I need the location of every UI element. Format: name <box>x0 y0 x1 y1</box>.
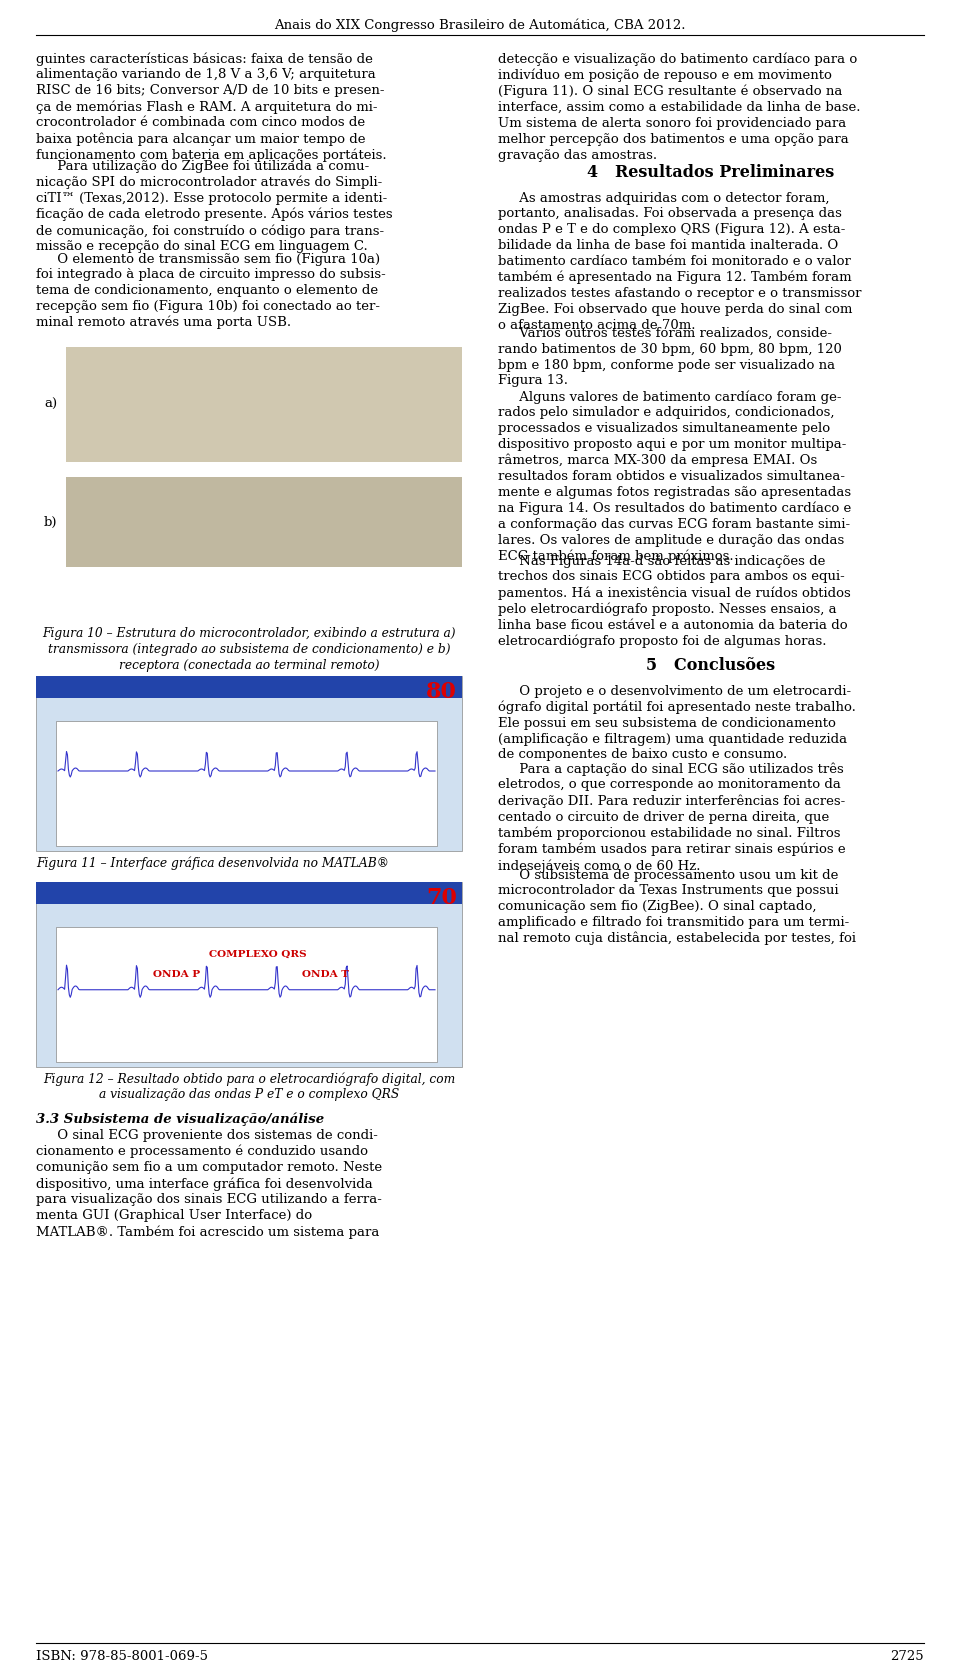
Text: O sinal ECG proveniente dos sistemas de condi-
cionamento e processamento é cond: O sinal ECG proveniente dos sistemas de … <box>36 1129 382 1239</box>
Text: Alguns valores de batimento cardíaco foram ge-
rados pelo simulador e adquiridos: Alguns valores de batimento cardíaco for… <box>498 390 852 564</box>
Text: 2725: 2725 <box>890 1650 924 1663</box>
Bar <box>36 676 462 851</box>
Text: 5   Conclusões: 5 Conclusões <box>646 657 776 674</box>
Text: O subsistema de processamento usou um kit de
microcontrolador da Texas Instrumen: O subsistema de processamento usou um ki… <box>498 869 856 946</box>
Bar <box>36 882 462 904</box>
Bar <box>56 721 437 846</box>
Bar <box>36 882 462 1068</box>
Text: 70: 70 <box>426 887 457 909</box>
Text: guintes características básicas: faixa de tensão de
alimentação variando de 1,8 : guintes características básicas: faixa d… <box>36 52 387 162</box>
Text: 4   Resultados Preliminares: 4 Resultados Preliminares <box>588 163 834 180</box>
Text: Para a captação do sinal ECG são utilizados três
eletrodos, o que corresponde ao: Para a captação do sinal ECG são utiliza… <box>498 762 846 872</box>
Bar <box>66 477 462 567</box>
Text: a): a) <box>44 399 58 410</box>
Text: 3.3 Subsistema de visualização/análise: 3.3 Subsistema de visualização/análise <box>36 1113 324 1126</box>
Text: O elemento de transmissão sem fio (Figura 10a)
foi integrado à placa de circuito: O elemento de transmissão sem fio (Figur… <box>36 252 386 329</box>
Text: Nas Figuras 14a-d são feitas as indicações de
trechos dos sinais ECG obtidos par: Nas Figuras 14a-d são feitas as indicaçõ… <box>498 554 851 649</box>
Text: COMPLEXO QRS: COMPLEXO QRS <box>208 951 306 959</box>
Text: ISBN: 978-85-8001-069-5: ISBN: 978-85-8001-069-5 <box>36 1650 208 1663</box>
Text: O projeto e o desenvolvimento de um eletrocardi-
ógrafo digital portátil foi apr: O projeto e o desenvolvimento de um elet… <box>498 684 856 761</box>
Text: detecção e visualização do batimento cardíaco para o
indivíduo em posição de rep: detecção e visualização do batimento car… <box>498 52 860 162</box>
Bar <box>36 676 462 697</box>
Text: Figura 12 – Resultado obtido para o eletrocardiógrafo digital, com
a visualizaçã: Figura 12 – Resultado obtido para o elet… <box>43 1073 455 1101</box>
Bar <box>56 927 437 1063</box>
Text: ONDA P: ONDA P <box>153 971 200 979</box>
Text: Anais do XIX Congresso Brasileiro de Automática, CBA 2012.: Anais do XIX Congresso Brasileiro de Aut… <box>275 18 685 32</box>
Text: Figura 10 – Estrutura do microcontrolador, exibindo a estrutura a)
transmissora : Figura 10 – Estrutura do microcontrolado… <box>42 627 456 672</box>
Text: Figura 11 – Interface gráfica desenvolvida no MATLAB®: Figura 11 – Interface gráfica desenvolvi… <box>36 856 389 869</box>
Text: As amostras adquiridas com o detector foram,
portanto, analisadas. Foi observada: As amostras adquiridas com o detector fo… <box>498 192 861 332</box>
Text: Vários outros testes foram realizados, conside-
rando batimentos de 30 bpm, 60 b: Vários outros testes foram realizados, c… <box>498 327 842 387</box>
Text: ONDA T: ONDA T <box>302 971 349 979</box>
Text: b): b) <box>44 515 58 529</box>
Bar <box>66 347 462 462</box>
Text: Para utilização do ZigBee foi utilizada a comu-
nicação SPI do microcontrolador : Para utilização do ZigBee foi utilizada … <box>36 160 393 254</box>
Text: 80: 80 <box>426 681 457 702</box>
